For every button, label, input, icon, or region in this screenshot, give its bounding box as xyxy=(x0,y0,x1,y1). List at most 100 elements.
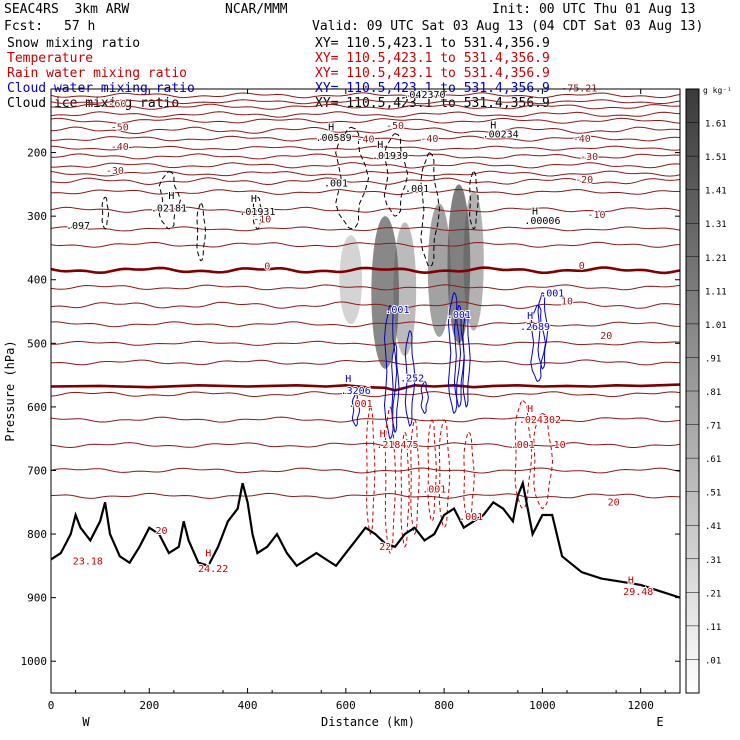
extremum-label: H xyxy=(490,120,496,131)
extremum-label: .001 xyxy=(385,305,409,316)
isotherm-line xyxy=(51,340,680,346)
extremum-label: .001 xyxy=(405,184,429,195)
isotherm-line xyxy=(51,145,680,151)
extremum-label: H xyxy=(527,311,533,322)
isotherm-label: -40 xyxy=(356,134,374,145)
x-tick-label: 0 xyxy=(48,699,55,712)
legend-xy-rain: XY= 110.5,423.1 to 531.4,356.9 xyxy=(315,66,550,81)
isotherm-label: 0 xyxy=(264,262,270,273)
extremum-label: H xyxy=(328,122,334,133)
isotherm-line xyxy=(51,284,680,291)
isotherm-line xyxy=(51,467,680,474)
extremum-label: .01931 xyxy=(239,207,275,218)
extremum-label: 10 xyxy=(554,440,566,451)
x-tick-label: 1000 xyxy=(529,699,556,712)
ice-contour xyxy=(383,133,409,217)
isotherm-label: -30 xyxy=(381,152,399,163)
isotherm-line xyxy=(51,359,680,366)
colorbar-label: 1.61 xyxy=(705,120,727,130)
isotherm-line xyxy=(51,99,680,105)
legend-name-cloud-water: Cloud water mixing ratio xyxy=(7,81,195,96)
colorbar-label: .81 xyxy=(705,388,721,398)
extremum-label: .00234 xyxy=(483,129,519,140)
rain-contour xyxy=(438,419,451,529)
y-tick-label: 900 xyxy=(27,592,47,605)
x-end-right: E xyxy=(656,715,663,729)
cloud-water-contour xyxy=(383,304,398,440)
isotherm-line xyxy=(51,126,680,135)
y-tick-label: 700 xyxy=(27,464,47,477)
isotherm-line xyxy=(51,111,680,118)
extremum-label: 29.48 xyxy=(623,587,653,598)
colorbar-label: .21 xyxy=(705,589,721,599)
extremum-label: .01939 xyxy=(372,151,408,162)
ice-shade xyxy=(371,216,399,369)
isotherm-label: 10 xyxy=(561,297,573,308)
isotherm-label: -40 xyxy=(111,142,129,153)
rain-contour xyxy=(427,419,437,523)
isotherm-line xyxy=(51,177,680,186)
colorbar-label: .71 xyxy=(705,422,721,432)
extremum-label: .2689 xyxy=(520,322,550,333)
isotherm-line xyxy=(51,442,680,449)
colorbar-label: .91 xyxy=(705,354,721,364)
colorbar-label: 1.41 xyxy=(705,187,727,197)
extremum-label: .00589 xyxy=(315,133,351,144)
extremum-label: .001 xyxy=(511,440,535,451)
y-tick-label: 500 xyxy=(27,337,47,350)
colorbar-label: .01 xyxy=(705,656,721,666)
ice-contour xyxy=(196,203,207,262)
ice-shade xyxy=(339,235,363,325)
y-tick-label: 300 xyxy=(27,210,47,223)
colorbar-unit: g kg⁻¹ xyxy=(703,86,732,95)
extremum-label: .218475 xyxy=(376,440,418,451)
isotherm-line xyxy=(51,492,680,499)
ice-contour xyxy=(252,196,263,230)
y-tick-label: 800 xyxy=(27,528,47,541)
ice-shade xyxy=(463,190,484,331)
init-label: Init: 00 UTC Thu 01 Aug 13 xyxy=(492,2,696,17)
x-tick-label: 1200 xyxy=(627,699,654,712)
isotherm-label: -30 xyxy=(580,152,598,163)
rain-contour xyxy=(366,406,376,536)
extremum-label: .042370 xyxy=(403,90,445,101)
isotherm-label: -50 xyxy=(111,122,129,133)
isotherm-line xyxy=(51,170,680,177)
ice-contour xyxy=(101,196,110,230)
fcst-value: 57 h xyxy=(64,19,96,34)
cloud-water-contour xyxy=(462,311,471,409)
cloud-water-contour xyxy=(391,343,400,434)
x-axis-label: Distance (km) xyxy=(321,715,415,729)
colorbar-label: 1.51 xyxy=(705,153,727,163)
colorbar-label: .61 xyxy=(705,455,721,465)
isotherm-label: 20 xyxy=(600,331,612,342)
extremum-label: .001 xyxy=(447,310,471,321)
extremum-label: 20 xyxy=(156,526,168,537)
x-tick-label: 400 xyxy=(238,699,258,712)
extremum-label: 24.22 xyxy=(198,564,228,575)
isotherm-line xyxy=(51,103,680,110)
colorbar-label: .11 xyxy=(705,623,721,633)
legend-name-rain: Rain water mixing ratio xyxy=(7,66,188,81)
isotherm-line xyxy=(51,391,680,398)
isotherm-label: -60 xyxy=(108,99,126,110)
extremum-label: .024302 xyxy=(519,415,561,426)
isotherm-label: -40 xyxy=(420,134,438,145)
isotherm-line xyxy=(51,135,680,142)
extremum-label: .001 xyxy=(324,178,348,189)
isotherm-line xyxy=(51,92,680,99)
valid-label: Valid: 09 UTC Sat 03 Aug 13 (04 CDT Sat … xyxy=(312,19,704,34)
extremum-label: .097 xyxy=(66,221,90,232)
cloud-water-contour xyxy=(447,292,462,415)
legend-name-temperature: Temperature xyxy=(7,51,94,66)
colorbar-label: 1.31 xyxy=(705,220,727,230)
rain-contour xyxy=(533,412,554,510)
cloud-water-contour xyxy=(420,381,429,414)
legend-xy-snow: XY= 110.5,423.1 to 531.4,356.9 xyxy=(315,36,550,51)
extremum-label: 22 xyxy=(379,542,391,553)
project-label: SEAC4RS 3km ARW xyxy=(4,2,130,17)
y-tick-label: 400 xyxy=(27,274,47,287)
isotherm-line xyxy=(51,226,680,232)
extremum-label: .001 xyxy=(349,399,373,410)
